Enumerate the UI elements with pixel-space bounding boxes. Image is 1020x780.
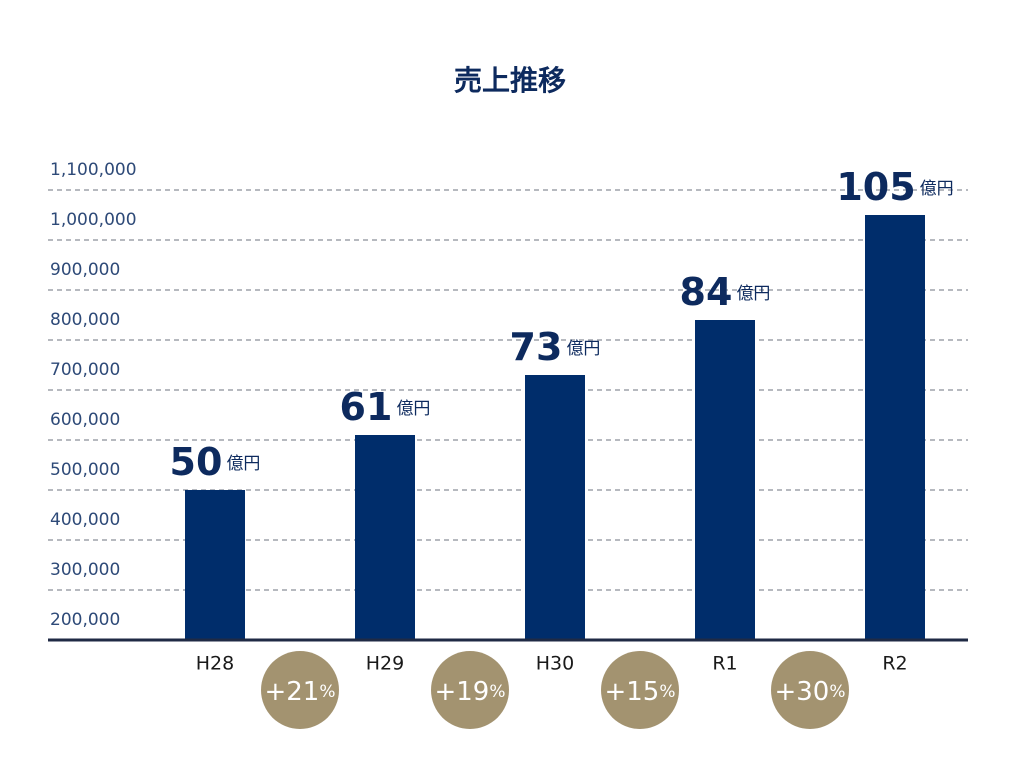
y-tick-label: 900,000	[50, 260, 120, 280]
growth-label: +19%	[434, 677, 505, 707]
chart-title: 売上推移	[454, 64, 566, 97]
x-tick-label: H28	[196, 653, 234, 675]
growth-label: +15%	[604, 677, 675, 707]
y-tick-label: 400,000	[50, 510, 120, 530]
y-tick-label: 300,000	[50, 560, 120, 580]
growth-label: +30%	[774, 677, 845, 707]
x-tick-label: R2	[882, 653, 907, 675]
value-label: 61 億円	[340, 385, 431, 429]
value-label: 73 億円	[510, 325, 601, 369]
bar	[355, 435, 415, 640]
y-tick-label: 1,100,000	[50, 160, 137, 180]
bar	[865, 215, 925, 640]
growth-badge	[771, 651, 849, 729]
bar	[185, 490, 245, 640]
y-tick-label: 500,000	[50, 460, 120, 480]
x-tick-label: H30	[536, 653, 574, 675]
growth-badge	[431, 651, 509, 729]
y-tick-label: 1,000,000	[50, 210, 137, 230]
value-label: 84 億円	[680, 270, 771, 314]
growth-label: +21%	[264, 677, 335, 707]
value-label: 105 億円	[836, 165, 953, 209]
y-tick-label: 700,000	[50, 360, 120, 380]
bar	[525, 375, 585, 640]
y-tick-label: 600,000	[50, 410, 120, 430]
growth-badge	[261, 651, 339, 729]
x-tick-label: R1	[712, 653, 737, 675]
bar	[695, 320, 755, 640]
growth-badge	[601, 651, 679, 729]
value-label: 50 億円	[170, 440, 261, 484]
y-tick-label: 800,000	[50, 310, 120, 330]
y-tick-label: 200,000	[50, 610, 120, 630]
x-tick-label: H29	[366, 653, 404, 675]
